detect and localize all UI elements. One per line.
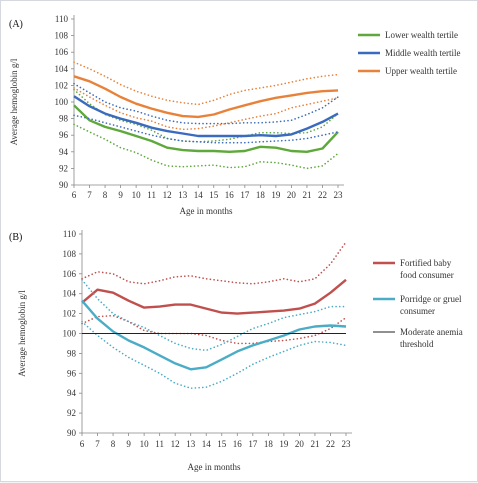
x-tick-label: 19 (279, 439, 289, 449)
y-tick-label: 108 (63, 249, 77, 259)
x-tick-label: 16 (225, 190, 235, 200)
x-tick-label: 20 (295, 439, 305, 449)
legend-entry: Porridge or gruel consumer (373, 294, 462, 316)
y-tick-label: 90 (67, 428, 77, 438)
x-tick-label: 23 (342, 439, 352, 449)
y-tick-label: 110 (55, 14, 69, 24)
y-tick-label: 94 (59, 147, 69, 157)
x-tick-label: 15 (209, 190, 219, 200)
series-line-upper-wealth-tertile (73, 75, 339, 119)
legend-label: consumer (400, 306, 435, 316)
y-tick-label: 98 (59, 114, 69, 124)
x-tick-label: 10 (140, 439, 150, 449)
panel-label: (A) (9, 19, 23, 30)
y-tick-label: 96 (59, 130, 69, 140)
x-tick-label: 9 (126, 439, 131, 449)
legend-entry: Middle wealth tertile (358, 48, 460, 58)
confidence-band-line (73, 82, 339, 125)
x-tick-label: 16 (233, 439, 243, 449)
confidence-band-line (81, 314, 347, 345)
x-tick-label: 18 (256, 190, 266, 200)
x-axis-label: Age in months (180, 206, 233, 216)
x-tick-label: 22 (326, 439, 335, 449)
x-tick-label: 6 (72, 190, 77, 200)
x-tick-label: 8 (103, 190, 108, 200)
panel-label: (B) (9, 232, 22, 243)
x-tick-label: 14 (194, 190, 204, 200)
x-axis-label: Age in months (188, 462, 241, 472)
y-tick-label: 106 (55, 47, 69, 57)
x-tick-label: 20 (287, 190, 297, 200)
y-axis-label: Average hemoglobin g/l (17, 290, 27, 377)
y-tick-label: 90 (59, 180, 69, 190)
y-tick-label: 102 (55, 80, 69, 90)
confidence-band-line (73, 87, 339, 131)
y-tick-label: 100 (63, 329, 77, 339)
legend-label: Moderate anemia (400, 327, 463, 337)
series-line-porridge-or-gruel-consumer (81, 299, 347, 371)
x-tick-label: 11 (155, 439, 164, 449)
x-tick-label: 21 (302, 190, 311, 200)
y-tick-label: 92 (59, 163, 68, 173)
y-tick-label: 104 (55, 64, 69, 74)
legend-label: Fortified baby (400, 258, 452, 268)
y-tick-label: 104 (63, 289, 77, 299)
chart-panel-b: (B) 90 92 94 96 98 100 102 104 106 108 110 6 7 8 9 10 11 1… (9, 229, 463, 472)
legend-label: Middle wealth tertile (385, 48, 460, 58)
x-tick-label: 17 (240, 190, 250, 200)
y-tick-label: 110 (63, 229, 77, 239)
legend-label: Porridge or gruel (400, 294, 462, 304)
y-tick-label: 96 (67, 368, 77, 378)
x-tick-label: 14 (202, 439, 212, 449)
x-tick-label: 10 (132, 190, 142, 200)
legend-entry: Fortified baby food consumer (373, 258, 454, 280)
x-tick-label: 21 (310, 439, 319, 449)
x-tick-label: 22 (318, 190, 327, 200)
y-tick-label: 106 (63, 269, 77, 279)
chart-panel-a: (A) 90 92 94 96 98 100 102 104 106 108 110 6 7 8 9 10 11 1… (9, 14, 460, 216)
confidence-band-line (81, 241, 347, 285)
x-tick-label: 15 (217, 439, 227, 449)
x-tick-label: 6 (80, 439, 85, 449)
series-line-fortified-baby-food-consumer (81, 278, 347, 315)
x-tick-label: 8 (111, 439, 116, 449)
y-tick-label: 102 (63, 309, 77, 319)
legend-label: threshold (400, 339, 434, 349)
x-tick-label: 11 (147, 190, 156, 200)
y-tick-label: 108 (55, 31, 69, 41)
x-tick-label: 7 (87, 190, 92, 200)
x-tick-label: 12 (163, 190, 172, 200)
legend-label: Upper wealth tertile (385, 66, 457, 76)
confidence-band-line (81, 320, 347, 390)
legend-entry: Lower wealth tertile (358, 30, 458, 40)
legend-label: food consumer (400, 270, 454, 280)
legend-entry: Upper wealth tertile (358, 66, 457, 76)
y-tick-label: 94 (67, 388, 77, 398)
series-line-middle-wealth-tertile (73, 95, 339, 138)
confidence-band-line (73, 61, 339, 106)
x-tick-label: 13 (186, 439, 196, 449)
x-tick-label: 23 (334, 190, 344, 200)
x-tick-label: 18 (264, 439, 274, 449)
x-tick-label: 19 (271, 190, 281, 200)
y-tick-label: 92 (67, 408, 76, 418)
x-tick-label: 12 (171, 439, 180, 449)
legend-label: Lower wealth tertile (385, 30, 458, 40)
x-tick-label: 9 (118, 190, 123, 200)
confidence-band-line (73, 123, 339, 170)
y-tick-label: 98 (67, 348, 77, 358)
x-tick-label: 7 (95, 439, 100, 449)
x-tick-label: 13 (178, 190, 188, 200)
confidence-band-line (81, 278, 347, 352)
series-line-lower-wealth-tertile (73, 104, 339, 154)
x-tick-label: 17 (248, 439, 258, 449)
legend-entry: Moderate anemia threshold (373, 327, 463, 349)
y-tick-label: 100 (55, 97, 69, 107)
y-axis-label: Average hemoglobin g/l (9, 58, 19, 145)
